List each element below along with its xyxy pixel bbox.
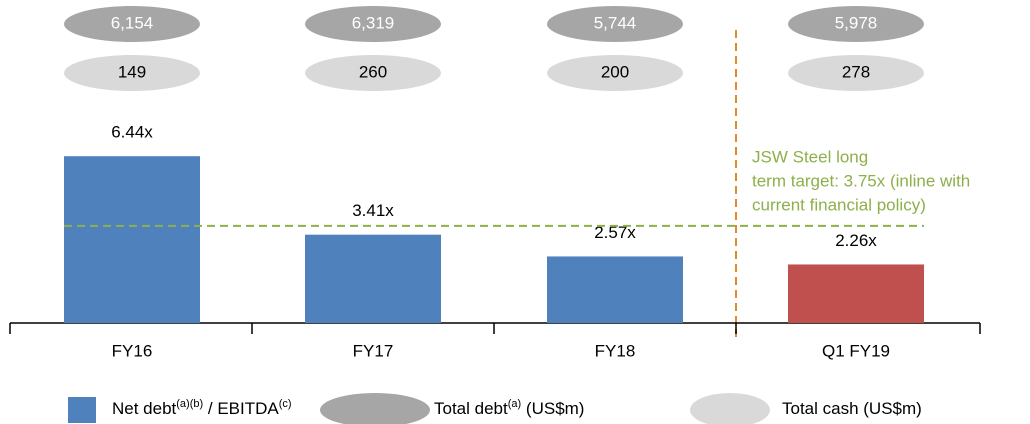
value-label: 2.57x <box>594 223 636 242</box>
target-annotation: term target: 3.75x (inline with <box>752 171 970 190</box>
ellipse-label: 278 <box>842 62 870 81</box>
legend-label: Total debt(a) (US$m) <box>434 398 584 419</box>
ellipse-label: 5,978 <box>835 13 878 32</box>
legend-label: Net debt(a)(b) / EBITDA(c) <box>112 398 292 419</box>
value-ellipse <box>547 55 683 91</box>
x-tick-label: FY18 <box>595 341 636 360</box>
bar <box>64 156 200 323</box>
target-annotation: current financial policy) <box>752 195 926 214</box>
legend-text-part: (a)(b) <box>176 398 203 410</box>
bar <box>305 234 441 323</box>
value-ellipse <box>788 55 924 91</box>
legend-text-part: (US$m) <box>521 399 584 418</box>
bar <box>788 264 924 323</box>
ellipse-label: 260 <box>359 62 387 81</box>
legend-swatch <box>320 393 430 424</box>
legend-text-part: Net debt <box>112 399 177 418</box>
target-annotation: JSW Steel long <box>752 147 868 166</box>
x-tick-label: FY17 <box>353 341 394 360</box>
x-tick-label: FY16 <box>112 341 153 360</box>
legend-text-part: Total cash (US$m) <box>782 399 922 418</box>
value-label: 3.41x <box>352 201 394 220</box>
legend-text-part: (c) <box>279 398 292 410</box>
value-ellipse <box>305 55 441 91</box>
x-tick-label: Q1 FY19 <box>822 341 890 360</box>
ellipse-label: 6,154 <box>111 13 154 32</box>
bar <box>547 256 683 323</box>
legend-text-part: / EBITDA <box>203 399 279 418</box>
ellipse-label: 6,319 <box>352 13 395 32</box>
ellipse-label: 200 <box>601 62 629 81</box>
legend-swatch <box>690 393 770 424</box>
value-label: 2.26x <box>835 231 877 250</box>
ellipse-label: 5,744 <box>594 13 637 32</box>
legend-label: Total cash (US$m) <box>782 399 922 418</box>
value-ellipse <box>64 55 200 91</box>
legend-text-part: (a) <box>508 398 521 410</box>
legend-swatch <box>68 397 96 423</box>
value-ellipse <box>788 6 924 42</box>
value-ellipse <box>547 6 683 42</box>
value-ellipse <box>64 6 200 42</box>
value-ellipse <box>305 6 441 42</box>
ellipse-label: 149 <box>118 62 146 81</box>
value-label: 6.44x <box>111 123 153 142</box>
legend-text-part: Total debt <box>434 399 508 418</box>
